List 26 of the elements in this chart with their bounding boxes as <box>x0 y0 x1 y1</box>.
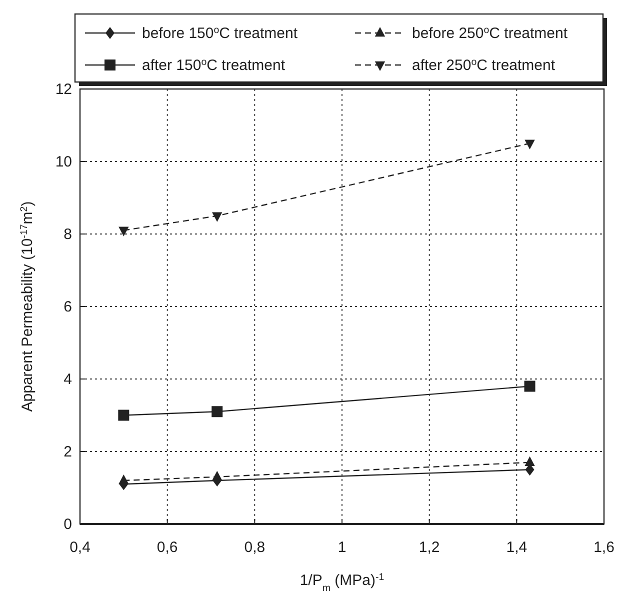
legend-label: before 150$^{o}$C treatment <box>142 24 298 42</box>
x-tick-label: 1,2 <box>418 539 440 556</box>
y-tick-label: 12 <box>55 81 72 98</box>
legend-label: before 250$^{o}$C treatment <box>412 24 568 42</box>
x-tick-label: 1 <box>338 539 346 556</box>
legend-label: after 150$^{o}$C treatment <box>142 56 286 74</box>
x-tick-label: 0,4 <box>70 539 90 556</box>
y-tick-label: 2 <box>64 444 72 460</box>
x-tick-label: 1,6 <box>594 539 614 556</box>
point <box>212 406 223 418</box>
y-tick-label: 8 <box>64 226 72 243</box>
y-tick-label: 10 <box>55 154 72 170</box>
point <box>118 226 129 236</box>
point <box>524 380 536 392</box>
point <box>118 410 130 421</box>
y-tick-label: 6 <box>64 298 72 316</box>
x-tick-label: 0,6 <box>156 539 178 556</box>
point <box>212 212 222 222</box>
y-tick-label: 4 <box>64 371 72 388</box>
y-tick-label: 0 <box>64 516 72 533</box>
x-tick-label: 0,8 <box>244 539 266 556</box>
x-axis-title: 1/P$_{m}$ (MPa)$^{-1}$ <box>300 572 384 594</box>
x-tick-label: 1,4 <box>506 539 528 556</box>
point <box>524 456 535 466</box>
point <box>524 140 535 150</box>
legend-label: after 250$^{o}$C treatment <box>412 56 556 74</box>
